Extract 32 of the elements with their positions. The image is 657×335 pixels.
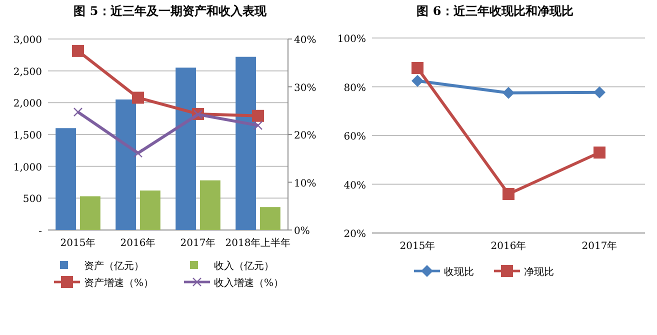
legend-label: 资产增速（%） — [84, 277, 154, 289]
legend-label: 收入（亿元） — [214, 260, 274, 272]
y-tick-label: 2,500 — [13, 66, 42, 78]
x-tick-label: 2016年 — [120, 237, 156, 249]
y-tick-label: 1,000 — [13, 162, 42, 174]
legend-label: 收入增速（%） — [214, 277, 284, 289]
chart-title: 图 6：近三年收现比和净现比 — [416, 4, 574, 18]
y-tick-label: 1,500 — [13, 130, 42, 142]
x-tick-label: 2017年 — [180, 237, 216, 249]
chart-title: 图 5：近三年及一期资产和收入表现 — [74, 4, 268, 18]
y-tick-label: 40% — [344, 180, 366, 192]
legend-label: 收现比 — [444, 266, 474, 278]
y-tick-label: - — [38, 226, 42, 237]
x-tick-label: 2015年 — [60, 237, 96, 249]
y-tick-label: 2,000 — [13, 98, 42, 110]
y-tick-label: 500 — [22, 194, 42, 206]
y2-tick-label: 40% — [294, 35, 316, 46]
legend-label: 资产（亿元） — [84, 260, 144, 272]
x-tick-label: 2017年 — [582, 240, 618, 252]
y-tick-label: 100% — [337, 34, 366, 45]
y2-tick-label: 0% — [294, 226, 310, 237]
y-tick-label: 3,000 — [13, 35, 42, 46]
x-tick-label: 2016年 — [490, 240, 526, 252]
y2-tick-label: 20% — [294, 130, 316, 142]
y-tick-label: 20% — [344, 229, 366, 240]
x-tick-label: 2015年 — [400, 240, 436, 252]
y-tick-label: 60% — [344, 132, 366, 142]
y-tick-label: 80% — [344, 82, 366, 94]
legend-label: 净现比 — [524, 266, 554, 278]
y2-tick-label: 30% — [294, 82, 316, 94]
y2-tick-label: 10% — [294, 178, 316, 190]
x-tick-label: 2018年上半年 — [225, 237, 291, 249]
